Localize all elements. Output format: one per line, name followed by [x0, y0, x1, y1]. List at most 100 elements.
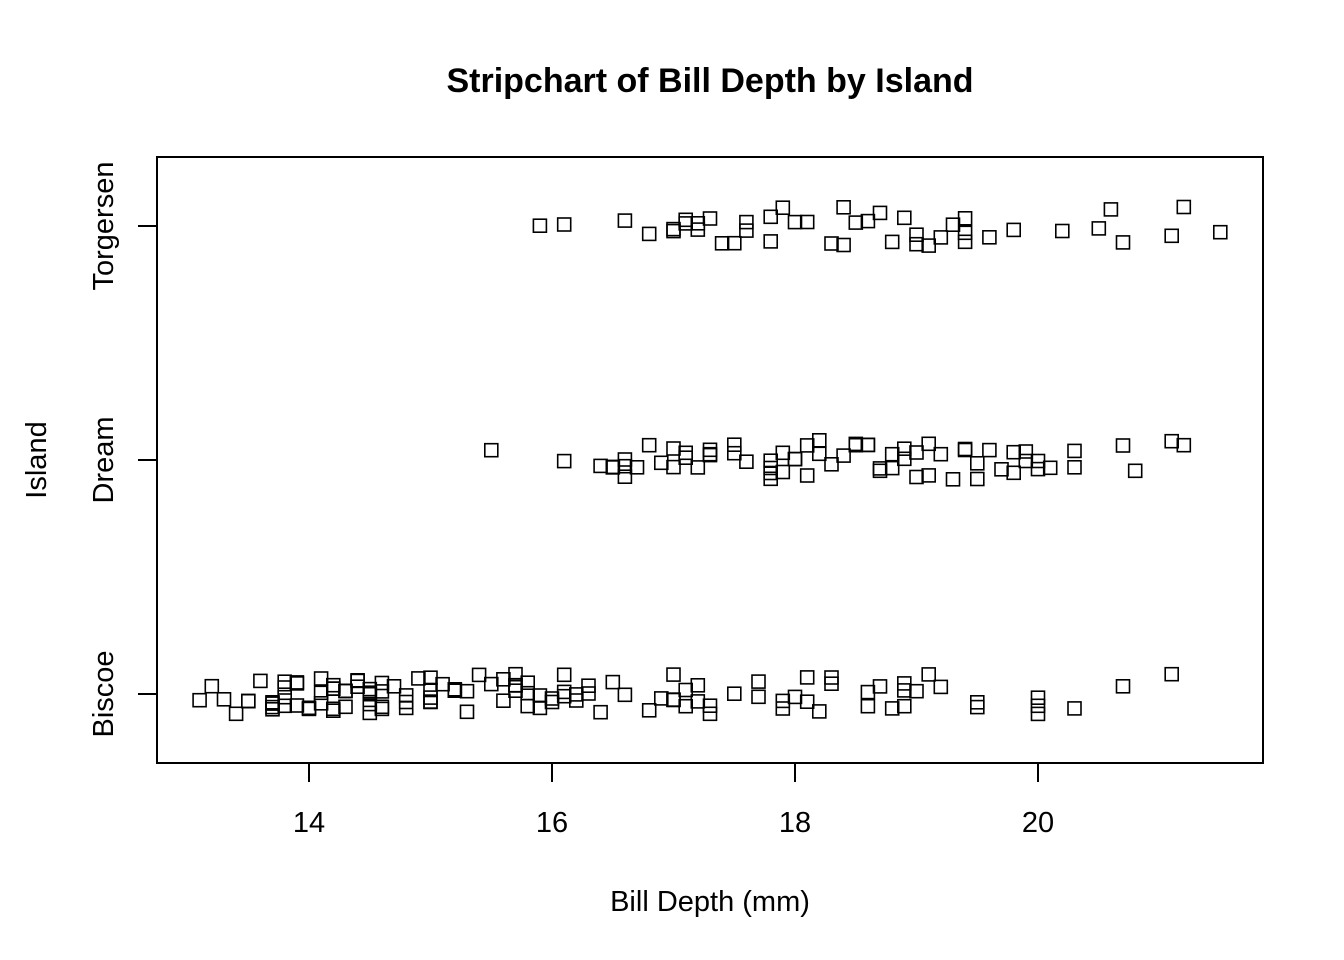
data-point-dream — [896, 441, 912, 457]
data-point-biscoe — [666, 692, 681, 708]
data-point-torgersen — [909, 227, 924, 242]
data-point-biscoe — [969, 694, 985, 710]
data-point-torgersen — [617, 213, 633, 228]
data-point-dream — [909, 469, 924, 485]
data-point-biscoe — [1030, 706, 1046, 722]
data-point-dream — [945, 471, 961, 487]
data-point-torgersen — [641, 226, 657, 242]
data-point-biscoe — [751, 689, 766, 705]
data-point-biscoe — [241, 693, 256, 709]
data-point-dream — [860, 437, 876, 453]
data-point-dream — [483, 442, 499, 458]
data-point-dream — [739, 454, 754, 470]
data-point-biscoe — [690, 694, 706, 709]
data-point-biscoe — [289, 676, 305, 691]
data-point-torgersen — [678, 212, 694, 228]
data-point-torgersen — [1115, 235, 1131, 250]
data-point-dream — [1018, 444, 1034, 459]
data-point-biscoe — [1115, 678, 1131, 694]
data-point-torgersen — [532, 218, 548, 233]
data-point-torgersen — [763, 209, 779, 225]
data-point-torgersen — [787, 214, 803, 230]
data-point-dream — [1018, 453, 1034, 469]
data-point-biscoe — [325, 677, 341, 693]
data-point-biscoe — [313, 671, 329, 686]
data-point-dream — [1030, 461, 1046, 477]
data-point-biscoe — [216, 691, 232, 707]
data-point-biscoe — [325, 681, 341, 696]
data-point-biscoe — [641, 702, 657, 718]
data-point-biscoe — [338, 683, 353, 699]
data-point-biscoe — [1067, 701, 1082, 716]
data-point-torgersen — [678, 216, 694, 231]
data-point-biscoe — [520, 675, 536, 691]
data-point-dream — [605, 460, 621, 475]
data-point-dream — [909, 445, 924, 460]
data-point-biscoe — [666, 692, 681, 707]
chart-title: Stripchart of Bill Depth by Island — [446, 62, 973, 100]
data-point-dream — [678, 445, 694, 461]
data-point-biscoe — [909, 683, 924, 699]
data-point-torgersen — [909, 236, 924, 252]
data-point-dream — [799, 438, 815, 453]
data-point-dream — [702, 442, 718, 458]
data-point-torgersen — [1103, 202, 1119, 217]
data-point-biscoe — [532, 688, 548, 703]
data-point-biscoe — [508, 666, 523, 682]
data-point-biscoe — [411, 671, 426, 686]
data-point-biscoe — [969, 699, 985, 715]
data-point-biscoe — [921, 667, 937, 682]
data-point-biscoe — [362, 705, 378, 721]
data-point-biscoe — [289, 698, 305, 713]
data-point-biscoe — [556, 684, 572, 700]
data-point-biscoe — [228, 706, 244, 722]
data-point-biscoe — [678, 682, 694, 698]
data-point-dream — [617, 458, 633, 474]
data-point-torgersen — [799, 214, 815, 230]
data-point-dream — [884, 446, 900, 462]
data-point-biscoe — [374, 675, 390, 691]
data-point-dream — [666, 441, 681, 456]
data-point-biscoe — [277, 689, 293, 705]
data-point-dream — [799, 468, 815, 483]
data-point-dream — [1006, 465, 1022, 481]
data-point-dream — [957, 442, 973, 458]
data-point-biscoe — [435, 676, 450, 692]
data-point-biscoe — [386, 678, 402, 694]
data-point-biscoe — [241, 693, 256, 709]
data-point-biscoe — [666, 667, 681, 682]
data-point-dream — [848, 437, 864, 453]
data-point-biscoe — [338, 683, 353, 699]
data-point-biscoe — [860, 698, 876, 714]
data-point-torgersen — [860, 213, 876, 229]
data-point-biscoe — [508, 683, 523, 699]
data-point-biscoe — [824, 676, 839, 692]
data-point-biscoe — [544, 691, 560, 706]
data-point-torgersen — [884, 234, 900, 250]
data-point-biscoe — [787, 689, 803, 705]
data-point-dream — [1006, 444, 1022, 460]
data-point-biscoe — [775, 701, 791, 716]
data-point-biscoe — [459, 704, 475, 720]
data-point-dream — [666, 459, 681, 475]
data-point-biscoe — [362, 696, 378, 712]
data-point-dream — [702, 446, 718, 462]
x-axis-title: Bill Depth (mm) — [610, 886, 810, 918]
data-point-dream — [921, 468, 937, 483]
x-tick-label: 16 — [536, 807, 568, 839]
data-point-biscoe — [338, 699, 353, 715]
data-point-torgersen — [556, 217, 572, 232]
data-point-biscoe — [423, 694, 438, 710]
data-point-dream — [982, 442, 997, 458]
y-axis-title: Island — [21, 421, 53, 498]
data-point-dream — [1030, 453, 1046, 469]
data-point-biscoe — [872, 679, 888, 694]
data-point-torgersen — [957, 211, 973, 226]
y-axis: Biscoe Dream Torgersen — [88, 162, 157, 738]
data-point-dream — [763, 465, 779, 481]
x-tick-label: 14 — [293, 807, 325, 839]
data-point-biscoe — [617, 687, 633, 703]
data-point-biscoe — [313, 685, 329, 701]
data-point-torgersen — [836, 200, 851, 215]
